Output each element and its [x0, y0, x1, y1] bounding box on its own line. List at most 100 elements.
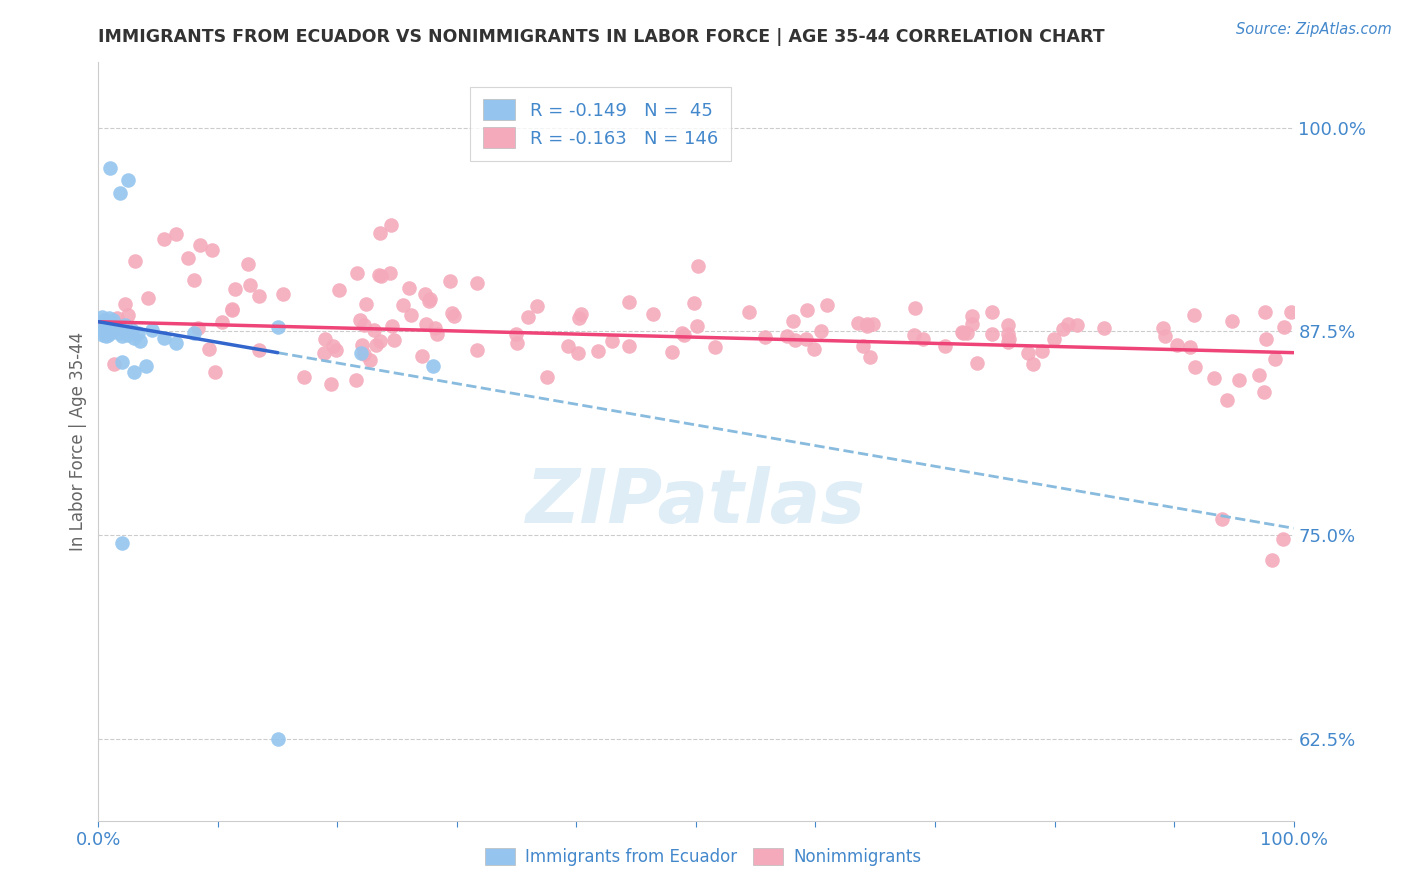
Point [101, 313, 124, 327]
Point [1017, 346, 1039, 360]
Text: IMMIGRANTS FROM ECUADOR VS NONIMMIGRANTS IN LABOR FORCE | AGE 35-44 CORRELATION : IMMIGRANTS FROM ECUADOR VS NONIMMIGRANTS… [98, 28, 1105, 45]
Point [399, 308, 422, 322]
Point [443, 309, 465, 323]
Point [124, 254, 146, 268]
Point [271, 287, 294, 301]
Point [1184, 308, 1206, 322]
Point [183, 272, 205, 286]
Point [465, 343, 488, 357]
Point [569, 307, 592, 321]
Point [672, 327, 695, 342]
Point [359, 353, 381, 368]
Point [683, 295, 706, 310]
Point [124, 331, 146, 345]
Point [686, 259, 709, 273]
Text: Source: ZipAtlas.com: Source: ZipAtlas.com [1236, 22, 1392, 37]
Point [1031, 344, 1053, 359]
Point [267, 319, 290, 334]
Point [419, 292, 441, 306]
Point [1022, 357, 1045, 371]
Point [368, 334, 391, 348]
Point [100, 319, 122, 334]
Point [198, 342, 221, 356]
Point [415, 317, 437, 331]
Point [319, 376, 342, 391]
Point [129, 334, 152, 349]
Point [1202, 371, 1225, 385]
Point [567, 311, 589, 326]
Legend: R = -0.149   N =  45, R = -0.163   N = 146: R = -0.149 N = 45, R = -0.163 N = 146 [470, 87, 731, 161]
Point [851, 339, 873, 353]
Point [904, 301, 927, 315]
Point [224, 282, 246, 296]
Point [368, 268, 391, 282]
Point [516, 310, 538, 324]
Point [90, 316, 112, 330]
Point [94, 319, 117, 334]
Point [505, 327, 527, 342]
Point [413, 286, 436, 301]
Point [934, 339, 956, 353]
Point [188, 238, 211, 252]
Point [93, 321, 115, 335]
Point [136, 291, 159, 305]
Point [98, 316, 122, 330]
Point [221, 303, 243, 318]
Point [96, 315, 118, 329]
Point [165, 227, 187, 241]
Point [1254, 332, 1277, 346]
Point [124, 365, 146, 379]
Point [354, 296, 377, 310]
Point [121, 323, 143, 337]
Point [392, 298, 415, 312]
Point [439, 273, 461, 287]
Point [111, 536, 134, 550]
Point [465, 276, 488, 290]
Point [108, 186, 131, 200]
Point [103, 323, 125, 337]
Point [1152, 320, 1174, 334]
Point [363, 323, 385, 337]
Point [810, 324, 832, 338]
Point [211, 315, 233, 329]
Point [846, 316, 869, 330]
Point [236, 257, 259, 271]
Point [98, 161, 122, 176]
Point [177, 251, 200, 265]
Point [685, 318, 707, 333]
Point [312, 345, 335, 359]
Point [353, 318, 375, 333]
Point [107, 326, 129, 340]
Y-axis label: In Labor Force | Age 35-44: In Labor Force | Age 35-44 [69, 332, 87, 551]
Point [381, 319, 404, 334]
Point [349, 313, 371, 327]
Point [1264, 351, 1286, 366]
Point [754, 330, 776, 344]
Point [1178, 340, 1201, 354]
Point [247, 343, 270, 358]
Point [398, 281, 420, 295]
Point [803, 342, 825, 356]
Point [111, 355, 134, 369]
Point [796, 302, 818, 317]
Point [96, 325, 118, 339]
Point [815, 298, 838, 312]
Point [1092, 321, 1115, 335]
Point [110, 321, 132, 335]
Point [183, 326, 205, 340]
Point [950, 325, 973, 339]
Point [325, 343, 347, 357]
Point [425, 321, 447, 335]
Point [411, 349, 433, 363]
Point [506, 335, 529, 350]
Point [98, 323, 121, 337]
Point [352, 337, 374, 351]
Point [911, 332, 934, 346]
Point [997, 327, 1019, 342]
Point [418, 294, 440, 309]
Point [536, 370, 558, 384]
Point [1253, 385, 1275, 400]
Point [998, 332, 1021, 346]
Point [97, 327, 120, 342]
Point [91, 323, 114, 337]
